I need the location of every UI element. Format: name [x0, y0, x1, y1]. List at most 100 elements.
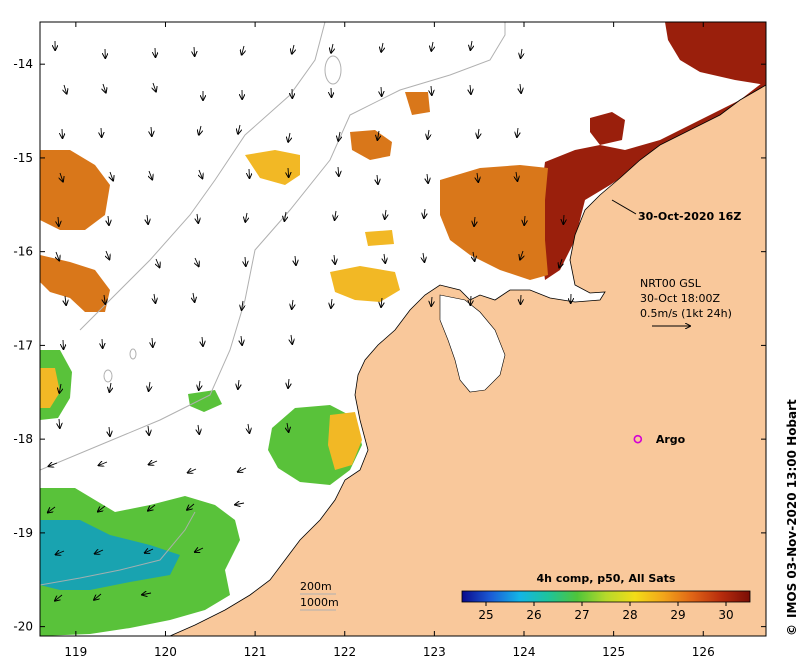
king-sound-gulf — [439, 294, 506, 393]
current-vector-arrow — [423, 252, 424, 262]
sst-patch-small-mid-1 — [365, 230, 394, 246]
current-vector-arrow — [188, 469, 197, 473]
isobath-south-line — [40, 511, 196, 586]
sst-patch-small-green — [188, 390, 222, 412]
sst-patch-southwest-cyan — [40, 520, 180, 590]
lat-tick-label: -19 — [13, 526, 33, 540]
sst-patch-far-north-hot — [590, 112, 625, 145]
island-shoal-1 — [324, 55, 342, 85]
current-vector-arrow — [245, 256, 246, 266]
current-vector-arrow — [377, 130, 379, 140]
colorbar-tick-label: 27 — [574, 608, 589, 622]
lon-tick-label: 121 — [244, 645, 267, 659]
current-vector-arrow — [202, 336, 203, 346]
current-vector-arrow — [49, 463, 58, 466]
sst-patch-south-mid — [328, 412, 362, 470]
current-vector-arrow — [431, 41, 433, 51]
current-vector-arrow — [242, 45, 244, 55]
bathymetry-layer — [40, 22, 506, 586]
current-vector-arrow — [56, 251, 59, 260]
isobath-200-label: 200m — [300, 580, 332, 593]
latitude-labels: -14 -15 -16 -17 -18 -19 -20 — [13, 57, 33, 633]
current-vector-arrow — [292, 44, 294, 54]
current-vector-arrow — [295, 255, 296, 265]
colorbar-title: 4h comp, p50, All Sats — [537, 572, 676, 585]
current-vector-arrow — [195, 548, 204, 552]
current-vector-arrow — [48, 506, 56, 512]
colorbar-ticks: 25 26 27 28 29 30 — [478, 602, 734, 622]
isobath-legend: 200m 1000m — [300, 580, 339, 611]
current-vector-arrow — [98, 505, 106, 512]
current-vector-arrow — [199, 380, 200, 390]
longitude-labels: 119 120 121 122 123 124 125 126 — [64, 645, 714, 659]
current-vector-arrow — [154, 293, 155, 303]
lat-tick-label: -15 — [13, 151, 33, 165]
current-vector-arrow — [187, 503, 195, 510]
current-vector-arrow — [238, 124, 240, 134]
current-vector-arrow — [474, 216, 475, 226]
current-vector-arrow — [288, 378, 289, 388]
isobath-1000m-line — [79, 22, 326, 331]
current-vector-arrow — [520, 83, 521, 93]
current-vector-arrow — [517, 127, 518, 137]
current-vector-arrow — [381, 86, 382, 96]
current-vector-arrow — [238, 379, 239, 389]
current-vector-arrow — [377, 174, 378, 184]
current-vector-arrow — [235, 503, 245, 505]
current-vector-arrow — [338, 166, 339, 176]
lat-tick-label: -17 — [13, 338, 33, 352]
current-vector-arrow — [470, 84, 471, 94]
current-vector-arrow — [109, 426, 110, 436]
current-vector-arrow — [381, 42, 383, 52]
current-vector-arrow — [524, 215, 525, 225]
current-vector-arrow — [559, 258, 562, 268]
current-vector-arrow — [477, 172, 478, 182]
current-vector-arrow — [338, 131, 340, 141]
current-vector-arrow — [473, 251, 475, 261]
current-vector-arrow — [147, 214, 148, 224]
current-vector-arrow — [248, 423, 249, 433]
current-vector-arrow — [199, 125, 201, 135]
current-vector-arrow — [242, 300, 243, 310]
colorbar-ramp — [461, 590, 751, 603]
current-vector-arrow — [94, 593, 102, 600]
current-vector-arrow — [334, 254, 335, 264]
isobath-200m-line — [40, 22, 506, 471]
current-vector-arrow — [64, 84, 67, 94]
current-vector-arrow — [95, 550, 104, 554]
current-vector-arrow — [381, 297, 382, 307]
current-vector-arrow — [428, 129, 429, 139]
current-vector-arrow — [287, 422, 289, 432]
current-time-label: 30-Oct 18:00Z — [640, 292, 720, 305]
lon-tick-label: 120 — [154, 645, 177, 659]
current-vector-arrow — [288, 167, 289, 177]
lon-tick-label: 125 — [602, 645, 625, 659]
current-vector-arrow — [149, 461, 158, 465]
current-vector-arrow — [331, 43, 333, 53]
lat-tick-label: -16 — [13, 245, 33, 259]
sst-patch-north-warm-2 — [350, 130, 392, 160]
colorbar-tick-label: 25 — [478, 608, 493, 622]
current-vector-arrow — [99, 462, 108, 465]
current-vector-arrow — [101, 127, 102, 137]
current-vector-arrow — [152, 337, 153, 347]
current-vector-arrow — [335, 210, 336, 220]
timestamp-pointer — [611, 199, 637, 215]
isobath-1000-label: 1000m — [300, 596, 339, 609]
axis-ticks — [40, 22, 766, 636]
current-vector-arrow — [148, 425, 149, 435]
current-vector-arrow — [106, 250, 109, 259]
current-vector-arrow — [56, 551, 65, 555]
current-vector-arrow — [424, 208, 425, 218]
current-vector-arrow — [384, 253, 385, 263]
current-vector-arrow — [59, 383, 61, 393]
current-vector-arrow — [238, 468, 247, 472]
current-vector-arrow — [291, 334, 292, 344]
sst-patch-west-green-mid — [40, 368, 60, 408]
current-vector-arrow — [292, 299, 293, 309]
current-vector-arrow — [427, 173, 428, 183]
current-vector-arrow — [284, 211, 286, 221]
credit-block: © IMOS 03-Nov-2020 13:00 Hobart — [785, 399, 799, 636]
colorbar-tick-label: 29 — [670, 608, 685, 622]
